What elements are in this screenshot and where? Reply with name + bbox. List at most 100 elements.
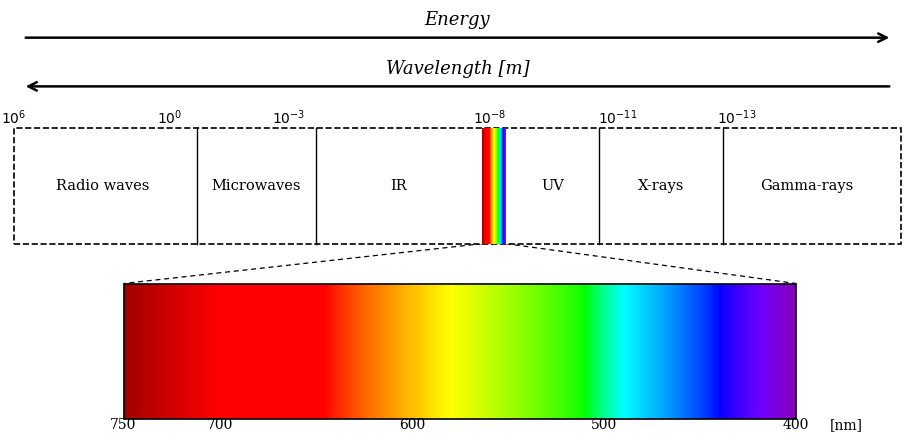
Bar: [214, 284, 215, 419]
Bar: [723, 284, 725, 419]
Bar: [289, 284, 291, 419]
Bar: [571, 284, 572, 419]
Bar: [231, 284, 232, 419]
Bar: [523, 284, 525, 419]
Bar: [379, 284, 381, 419]
Bar: [665, 284, 666, 419]
Bar: [766, 284, 767, 419]
Bar: [747, 284, 748, 419]
Bar: [224, 284, 225, 419]
Bar: [737, 284, 739, 419]
Bar: [696, 284, 697, 419]
Bar: [444, 284, 446, 419]
Bar: [558, 284, 560, 419]
Bar: [268, 284, 269, 419]
Bar: [404, 284, 406, 419]
Bar: [137, 284, 138, 419]
Bar: [743, 284, 745, 419]
Bar: [498, 284, 499, 419]
Bar: [359, 284, 360, 419]
Text: Microwaves: Microwaves: [211, 179, 301, 193]
Bar: [529, 284, 531, 419]
Bar: [629, 284, 630, 419]
Bar: [274, 284, 276, 419]
Bar: [246, 284, 247, 419]
Bar: [648, 284, 650, 419]
Bar: [600, 284, 601, 419]
Bar: [471, 284, 472, 419]
Bar: [391, 284, 392, 419]
Bar: [690, 284, 691, 419]
Bar: [703, 284, 705, 419]
Bar: [494, 284, 496, 419]
Bar: [586, 284, 587, 419]
Bar: [528, 284, 529, 419]
Bar: [169, 284, 170, 419]
Bar: [280, 284, 282, 419]
Bar: [139, 284, 140, 419]
Bar: [647, 284, 648, 419]
Bar: [661, 284, 662, 419]
Bar: [671, 284, 672, 419]
Bar: [591, 284, 592, 419]
Bar: [254, 284, 256, 419]
Bar: [188, 284, 189, 419]
Bar: [411, 284, 412, 419]
Bar: [128, 284, 129, 419]
Bar: [578, 284, 580, 419]
Bar: [710, 284, 711, 419]
Bar: [398, 284, 399, 419]
Bar: [750, 284, 751, 419]
Bar: [286, 284, 287, 419]
Bar: [459, 284, 461, 419]
Bar: [493, 284, 494, 419]
Bar: [328, 284, 329, 419]
Bar: [332, 284, 333, 419]
Bar: [393, 284, 394, 419]
Bar: [745, 284, 746, 419]
Bar: [686, 284, 687, 419]
Bar: [168, 284, 169, 419]
Bar: [607, 284, 608, 419]
Bar: [667, 284, 668, 419]
Bar: [776, 284, 777, 419]
Bar: [728, 284, 730, 419]
Bar: [350, 284, 351, 419]
Bar: [247, 284, 248, 419]
Bar: [452, 284, 453, 419]
Bar: [342, 284, 343, 419]
Bar: [377, 284, 378, 419]
Bar: [150, 284, 152, 419]
Bar: [758, 284, 759, 419]
Bar: [691, 284, 692, 419]
Bar: [418, 284, 419, 419]
Bar: [308, 284, 309, 419]
Bar: [183, 284, 184, 419]
Bar: [346, 284, 347, 419]
Bar: [479, 284, 480, 419]
Bar: [786, 284, 787, 419]
Bar: [618, 284, 619, 419]
Bar: [501, 284, 502, 419]
Bar: [525, 284, 526, 419]
Bar: [777, 284, 778, 419]
Bar: [584, 284, 586, 419]
Bar: [250, 284, 252, 419]
Bar: [298, 284, 299, 419]
Text: X-rays: X-rays: [639, 179, 684, 193]
Bar: [484, 284, 486, 419]
Bar: [215, 284, 217, 419]
Bar: [237, 284, 238, 419]
Bar: [249, 284, 250, 419]
Bar: [670, 284, 671, 419]
Bar: [258, 284, 259, 419]
Bar: [695, 284, 696, 419]
Bar: [208, 284, 209, 419]
Bar: [761, 284, 762, 419]
Bar: [272, 284, 273, 419]
Bar: [685, 284, 686, 419]
Bar: [772, 284, 774, 419]
Text: Energy: Energy: [425, 11, 490, 29]
Bar: [700, 284, 701, 419]
Bar: [473, 284, 474, 419]
